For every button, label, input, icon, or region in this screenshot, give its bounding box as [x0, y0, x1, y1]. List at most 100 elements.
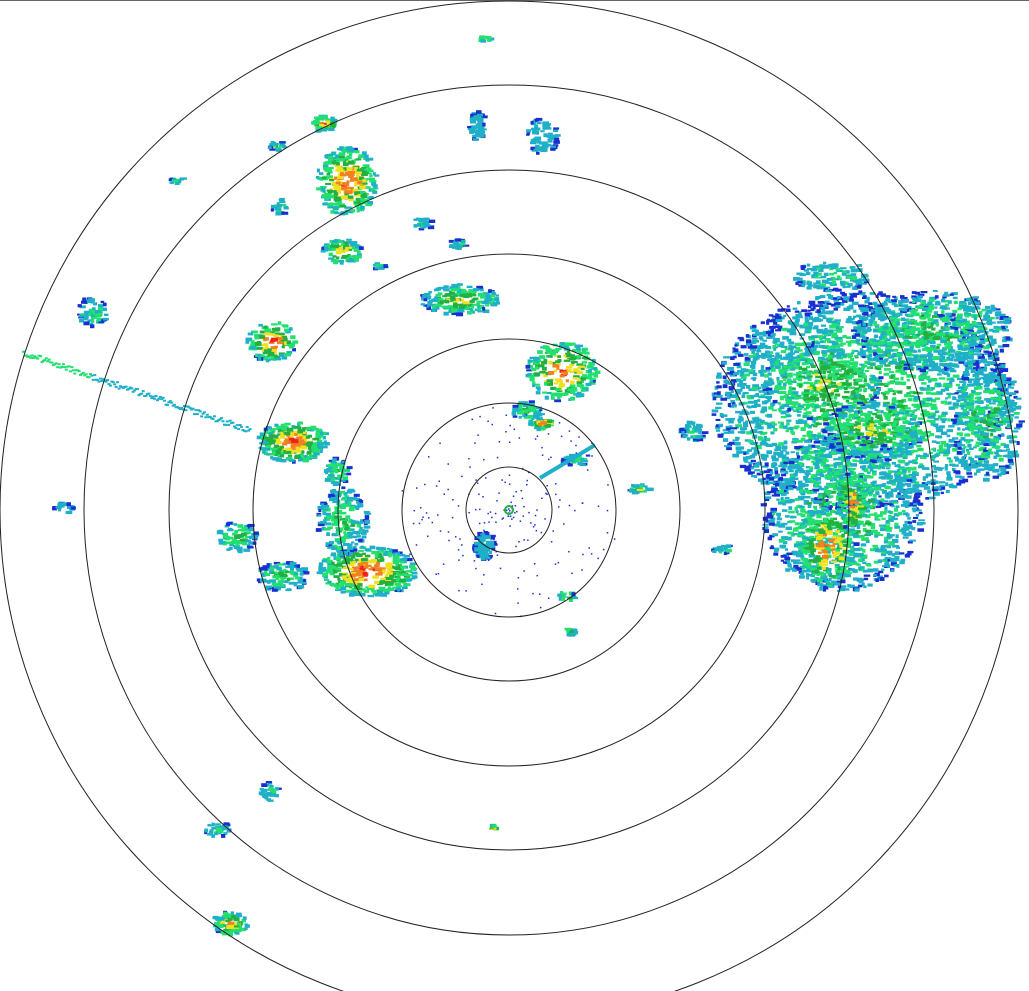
echo-cell	[733, 404, 737, 408]
echo-cell	[795, 467, 802, 470]
echo-cell	[775, 387, 782, 391]
echo-cell	[806, 382, 813, 385]
echo-cell	[880, 410, 884, 414]
echo-cell	[966, 360, 973, 364]
echo-cell	[779, 544, 787, 548]
echo-cell	[957, 346, 964, 350]
echo-cell	[840, 291, 845, 295]
echo-cell	[850, 519, 855, 524]
echo-cell	[900, 376, 904, 381]
echo-cell	[865, 537, 869, 541]
echo-cell	[849, 445, 854, 449]
echo-cell	[891, 505, 895, 508]
echo-cell	[781, 536, 788, 540]
echo-cell	[872, 472, 877, 476]
echo-cell	[804, 449, 810, 452]
echo-cell	[883, 412, 887, 416]
echo-cell	[811, 317, 816, 321]
echo-cell	[946, 392, 952, 395]
echo-cell	[957, 307, 962, 311]
echo-cell	[903, 304, 909, 308]
echo-cell	[852, 483, 859, 488]
echo-cell	[844, 559, 849, 562]
echo-cell	[739, 411, 744, 415]
echo-cell	[744, 439, 752, 442]
echo-cell	[877, 575, 883, 578]
echo-cell	[801, 567, 806, 570]
echo-cell	[807, 309, 811, 312]
echo-cell	[871, 462, 876, 466]
echo-cell	[948, 406, 956, 410]
echo-cell	[854, 456, 861, 459]
echo-cell	[801, 309, 807, 313]
echo-cell	[892, 295, 897, 298]
echo-cell	[904, 483, 912, 486]
echo-cell	[957, 427, 961, 431]
echo-cell	[753, 394, 759, 397]
echo-cell	[788, 346, 794, 351]
echo-cell	[860, 506, 867, 510]
echo-cell	[937, 314, 944, 318]
echo-cell	[770, 365, 774, 368]
echo-cell	[771, 487, 778, 492]
echo-cell	[906, 484, 912, 487]
echo-cell	[784, 347, 788, 351]
echo-cell	[884, 364, 891, 367]
echo-cell	[822, 437, 826, 442]
echo-cell	[855, 514, 862, 518]
echo-cell	[895, 322, 900, 326]
echo-cell	[840, 579, 846, 583]
echo-cell	[977, 327, 984, 331]
echo-cell	[913, 499, 921, 503]
echo-cell	[858, 579, 864, 584]
echo-cell	[898, 328, 905, 333]
echo-cell	[832, 374, 838, 378]
echo-cell	[782, 366, 788, 371]
echo-cell	[761, 406, 767, 410]
echo-cell	[774, 346, 778, 349]
echo-cell	[897, 390, 903, 394]
echo-cell	[863, 585, 867, 589]
echo-cell	[798, 542, 806, 546]
echo-cell	[811, 474, 818, 478]
echo-cell	[805, 530, 811, 533]
echo-cell	[799, 561, 803, 564]
echo-cell	[920, 368, 926, 373]
echo-cell	[785, 479, 792, 483]
echo-cell	[797, 480, 803, 485]
echo-cell	[825, 527, 829, 531]
echo-cell	[714, 385, 719, 390]
echo-cell	[931, 465, 936, 468]
echo-cell	[925, 361, 929, 365]
echo-cell	[918, 511, 923, 515]
echo-cell	[937, 435, 943, 439]
echo-cell	[912, 350, 918, 353]
echo-cell	[842, 468, 847, 472]
echo-cell	[799, 337, 805, 340]
echo-cell	[877, 514, 883, 518]
echo-cell	[926, 322, 931, 327]
echo-cell	[896, 432, 903, 436]
echo-cell	[802, 519, 808, 522]
echo-cell	[852, 492, 857, 497]
echo-cell	[956, 482, 962, 486]
echo-cell	[983, 414, 989, 417]
echo-cell	[849, 471, 854, 475]
echo-cell	[780, 450, 784, 453]
echo-cell	[946, 351, 951, 356]
echo-cell	[980, 366, 985, 370]
echo-cell	[853, 542, 860, 546]
echo-cell	[800, 572, 805, 576]
echo-cell	[766, 473, 772, 477]
echo-cell	[802, 547, 809, 551]
echo-cell	[858, 396, 865, 400]
echo-cell	[891, 342, 898, 347]
echo-cell	[850, 547, 854, 551]
echo-cell	[831, 490, 837, 494]
echo-cell	[828, 575, 836, 578]
echo-cell	[993, 379, 1000, 383]
echo-cell	[880, 383, 888, 386]
echo-cell	[940, 305, 946, 308]
echo-cell	[987, 343, 995, 346]
echo-cell	[765, 354, 773, 358]
